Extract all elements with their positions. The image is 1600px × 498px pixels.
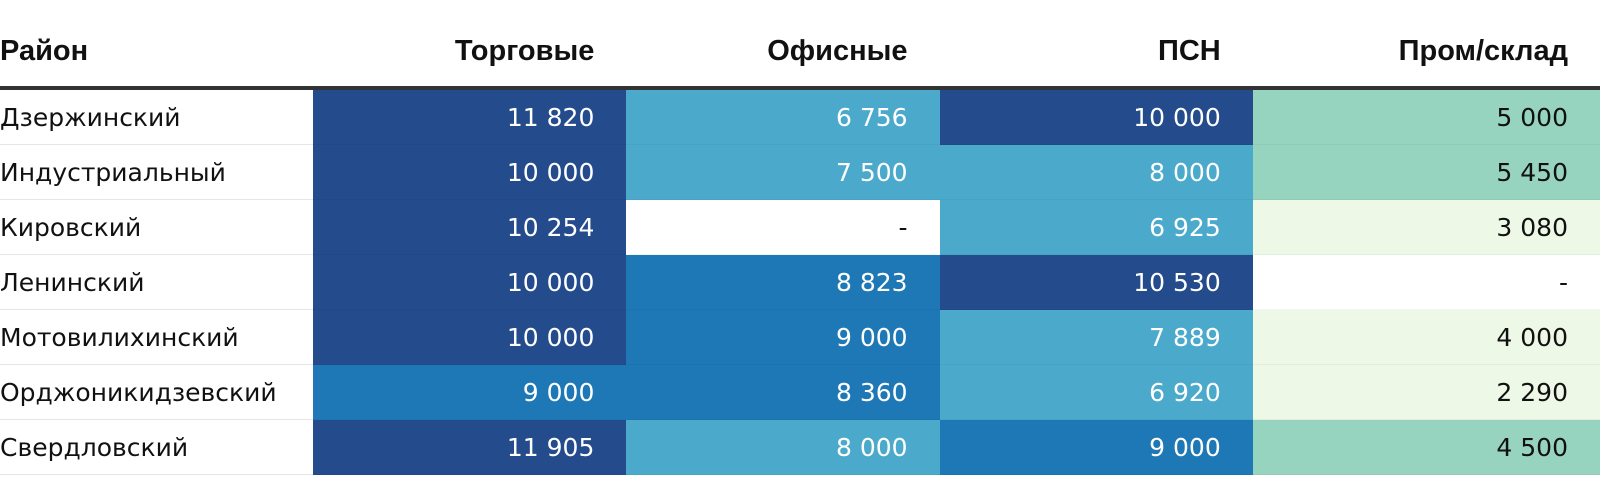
cell-industrial: 5 000 (1252, 88, 1600, 145)
district-name: Мотовилихинский (0, 309, 314, 365)
cell-psn: 6 920 (939, 364, 1253, 420)
cell-retail: 9 000 (313, 364, 627, 420)
cell-office: 7 500 (626, 144, 940, 200)
cell-retail: 10 000 (313, 309, 627, 365)
cell-retail: 11 905 (313, 419, 627, 475)
table-row: Мотовилихинский 10 000 9 000 7 889 4 000 (0, 309, 1600, 365)
cell-psn: 10 000 (939, 88, 1253, 145)
cell-industrial: 3 080 (1252, 199, 1600, 255)
cell-retail: 10 254 (313, 199, 627, 255)
cell-industrial: 4 500 (1252, 419, 1600, 475)
district-name: Дзержинский (0, 88, 314, 145)
cell-industrial: 2 290 (1252, 364, 1600, 420)
cell-office: - (626, 199, 940, 255)
table-body: Дзержинский 11 820 6 756 10 000 5 000 Индустр… (0, 88, 1600, 475)
cell-industrial: 5 450 (1252, 144, 1600, 200)
cell-psn: 6 925 (939, 199, 1253, 255)
cell-office: 8 823 (626, 254, 940, 310)
column-header-retail: Торговые (313, 16, 627, 90)
column-header-industrial: Пром/склад (1252, 16, 1600, 90)
table-row: Ленинский 10 000 8 823 10 530- (0, 254, 1600, 310)
cell-industrial: 4 000 (1252, 309, 1600, 365)
district-name: Орджоникидзевский (0, 364, 314, 420)
cell-office: 9 000 (626, 309, 940, 365)
cell-industrial: - (1252, 254, 1600, 310)
column-header-district: Район (0, 16, 314, 90)
column-header-office: Офисные (626, 16, 940, 90)
cell-office: 6 756 (626, 88, 940, 145)
column-header-psn: ПСН (939, 16, 1253, 90)
data-table: Район Торговые Офисные ПСН Пром/склад Дз… (0, 16, 1600, 475)
header-row: Район Торговые Офисные ПСН Пром/склад (0, 16, 1600, 90)
table-row: Свердловский 11 905 8 000 9 000 4 500 (0, 419, 1600, 475)
district-name: Индустриальный (0, 144, 314, 200)
cell-psn: 7 889 (939, 309, 1253, 365)
table-row: Кировский 10 254-6 925 3 080 (0, 199, 1600, 255)
cell-psn: 8 000 (939, 144, 1253, 200)
table-row: Дзержинский 11 820 6 756 10 000 5 000 (0, 88, 1600, 145)
cell-office: 8 360 (626, 364, 940, 420)
cell-office: 8 000 (626, 419, 940, 475)
cell-psn: 10 530 (939, 254, 1253, 310)
cell-retail: 11 820 (313, 88, 627, 145)
table-row: Индустриальный 10 000 7 500 8 000 5 450 (0, 144, 1600, 200)
cell-retail: 10 000 (313, 254, 627, 310)
district-name: Ленинский (0, 254, 314, 310)
cell-psn: 9 000 (939, 419, 1253, 475)
cell-retail: 10 000 (313, 144, 627, 200)
table-row: Орджоникидзевский 9 000 8 360 6 920 2 290 (0, 364, 1600, 420)
district-name: Кировский (0, 199, 314, 255)
district-name: Свердловский (0, 419, 314, 475)
